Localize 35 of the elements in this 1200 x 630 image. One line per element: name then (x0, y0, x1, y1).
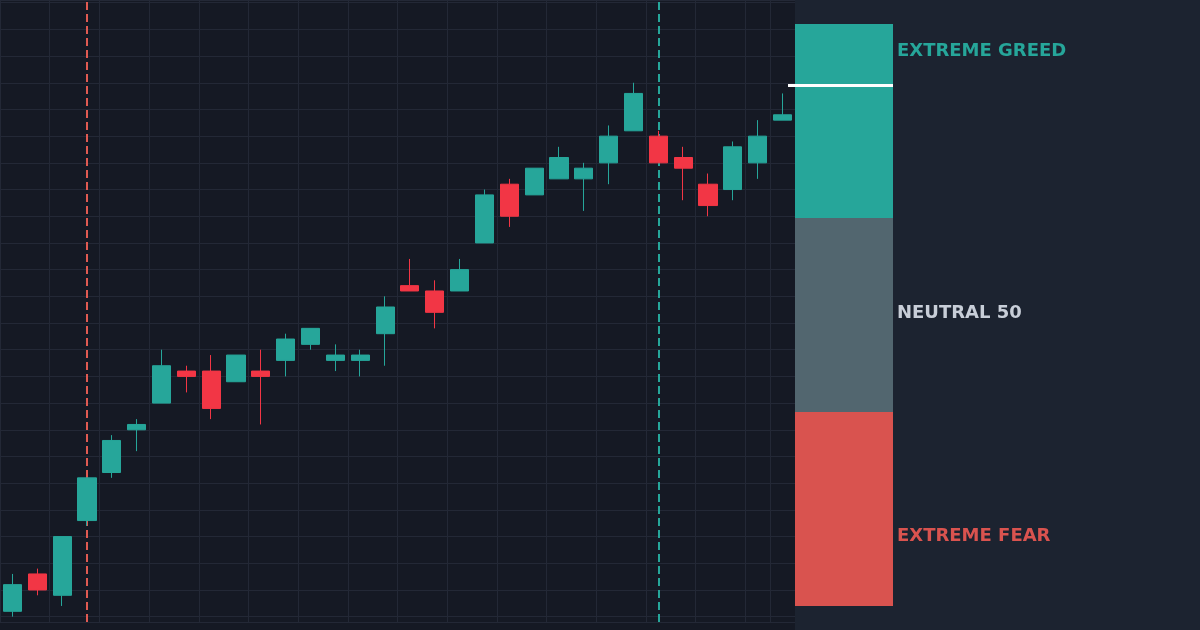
candlestick (425, 279, 444, 329)
candlestick (251, 349, 270, 425)
category-label: EXTREME FEAR (897, 524, 1051, 545)
candlestick (177, 365, 196, 393)
candlestick (500, 178, 519, 228)
candlestick (698, 173, 718, 217)
candlestick (649, 130, 668, 164)
candlestick (376, 295, 395, 367)
candlestick (276, 333, 295, 377)
candlestick (450, 258, 469, 292)
candlestick (773, 92, 792, 121)
candlestick (624, 82, 643, 132)
candlestick (549, 146, 569, 180)
candlestick (127, 418, 146, 452)
candlestick (574, 162, 593, 212)
candlestick (326, 343, 345, 372)
candlestick (301, 327, 320, 351)
candlestick (599, 124, 618, 185)
category-label: EXTREME GREED (897, 39, 1067, 60)
candlestick (53, 536, 72, 607)
candlestick (102, 434, 121, 479)
candlestick (28, 568, 47, 596)
candlestick (351, 349, 370, 377)
candlestick (475, 189, 494, 244)
candlestick (525, 167, 544, 196)
candlestick (674, 146, 693, 201)
candlestick (226, 354, 246, 383)
candlestick (400, 258, 419, 292)
candlestick (202, 354, 221, 420)
candlestick (77, 477, 97, 527)
candlestick (723, 140, 742, 201)
candlestick (748, 119, 767, 180)
candlestick (152, 349, 171, 404)
candlestick (3, 573, 22, 618)
category-label: NEUTRAL 50 (897, 301, 1022, 322)
